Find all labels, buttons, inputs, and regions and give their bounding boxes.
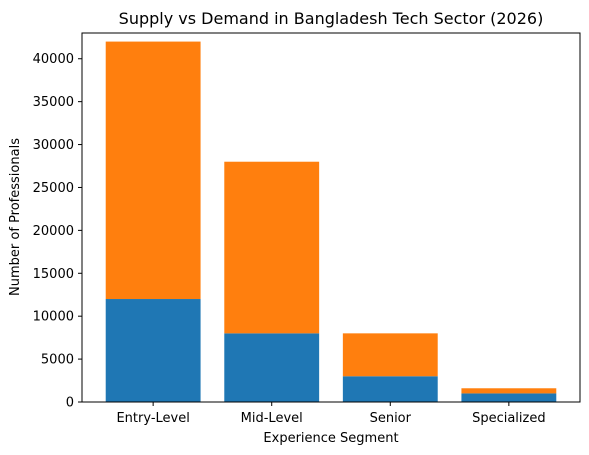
y-tick-label: 5000: [41, 353, 74, 368]
x-tick-label: Mid-Level: [241, 411, 303, 426]
bar-specialized-series-1: [461, 393, 557, 402]
y-tick-label: 25000: [33, 181, 74, 196]
bars-layer: [105, 41, 557, 402]
chart-title: Supply vs Demand in Bangladesh Tech Sect…: [119, 9, 544, 28]
x-tick-label: Specialized: [472, 411, 546, 426]
y-tick-label: 15000: [33, 267, 74, 282]
y-tick-label: 35000: [33, 95, 74, 110]
bar-specialized-series-2: [461, 388, 557, 394]
bar-entry-level-series-1: [105, 299, 201, 402]
y-tick-label: 40000: [33, 52, 74, 67]
x-axis: Entry-Level Mid-Level Senior Specialized: [116, 402, 546, 426]
bar-mid-level-series-2: [224, 161, 320, 334]
y-tick-label: 10000: [33, 310, 74, 325]
y-tick-label: 0: [66, 396, 74, 411]
bar-entry-level-series-2: [105, 41, 201, 300]
y-axis-title: Number of Professionals: [8, 138, 23, 296]
bar-senior-series-2: [342, 333, 438, 377]
bar-mid-level-series-1: [224, 333, 320, 402]
x-axis-title: Experience Segment: [263, 431, 398, 446]
plot-frame: [81, 32, 581, 403]
y-tick-label: 30000: [33, 138, 74, 153]
y-axis: 0 5000 10000 15000 20000 25000 30000 35000 40000: [33, 52, 82, 411]
x-tick-label: Senior: [370, 411, 412, 426]
y-tick-label: 20000: [33, 224, 74, 239]
x-tick-label: Entry-Level: [116, 411, 189, 426]
bar-senior-series-1: [342, 376, 438, 402]
